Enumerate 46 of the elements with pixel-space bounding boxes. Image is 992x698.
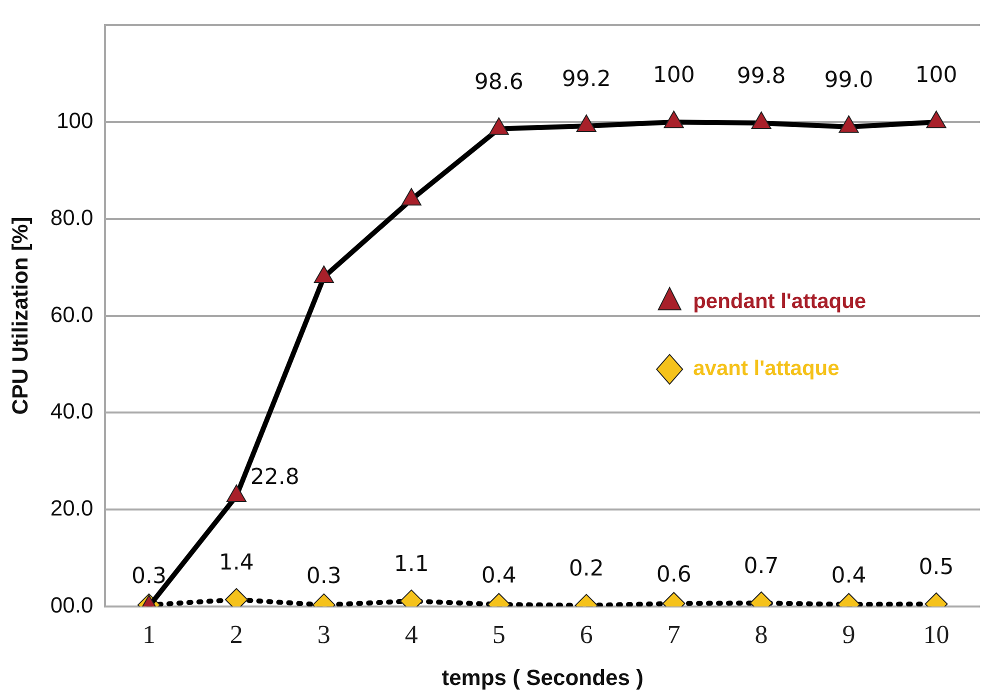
x-tick-label: 5 bbox=[492, 620, 506, 649]
point bbox=[314, 266, 334, 284]
data-label: 100 bbox=[652, 63, 695, 88]
x-tick-label: 6 bbox=[580, 620, 593, 649]
y-tick-label: 40.0 bbox=[50, 398, 94, 424]
x-tick-label: 10 bbox=[923, 620, 950, 649]
x-tick-label: 8 bbox=[754, 620, 768, 649]
x-tick-label: 7 bbox=[667, 620, 680, 649]
data-label: 1.4 bbox=[218, 550, 254, 576]
y-tick-label: 60.0 bbox=[50, 302, 94, 327]
point bbox=[751, 112, 772, 130]
data-label: 99.0 bbox=[824, 68, 874, 93]
x-tick-label: 3 bbox=[317, 620, 330, 649]
y-tick-label: 80.0 bbox=[50, 204, 94, 230]
point bbox=[401, 188, 422, 206]
data-label: 0.3 bbox=[131, 564, 166, 589]
x-tick-label: 1 bbox=[142, 620, 156, 649]
x-axis-title: temps ( Secondes ) bbox=[442, 664, 644, 690]
data-label: 0.4 bbox=[831, 563, 866, 588]
y-tick-label: 20.0 bbox=[50, 496, 94, 521]
x-tick-label: 2 bbox=[230, 620, 243, 649]
data-label: 98.6 bbox=[474, 70, 524, 95]
point bbox=[838, 115, 859, 133]
data-label: 0.4 bbox=[481, 563, 516, 588]
data-label: 0.5 bbox=[918, 554, 954, 580]
point bbox=[664, 110, 684, 128]
point bbox=[226, 484, 246, 502]
x-tick-label: 4 bbox=[404, 620, 418, 649]
data-label: 100 bbox=[915, 63, 958, 88]
data-label: 99.2 bbox=[562, 66, 611, 92]
y-tick-label: 100 bbox=[56, 108, 94, 134]
data-label: 0.6 bbox=[656, 562, 692, 588]
data-label: 0.3 bbox=[306, 564, 342, 589]
data-label: 1.1 bbox=[394, 552, 429, 578]
y-axis-title: CPU Utilization [%] bbox=[7, 216, 32, 415]
legend-label: avant l'attaque bbox=[693, 357, 840, 380]
data-label: 22.8 bbox=[250, 464, 300, 490]
point bbox=[488, 117, 509, 135]
y-tick-label: 00.0 bbox=[50, 592, 94, 618]
data-label: 99.8 bbox=[736, 64, 786, 90]
point bbox=[926, 110, 946, 128]
data-label: 0.7 bbox=[744, 554, 779, 580]
x-tick-label: 9 bbox=[842, 620, 856, 649]
legend-label: pendant l'attaque bbox=[693, 290, 866, 314]
point bbox=[576, 114, 596, 132]
data-label: 0.2 bbox=[568, 556, 604, 582]
